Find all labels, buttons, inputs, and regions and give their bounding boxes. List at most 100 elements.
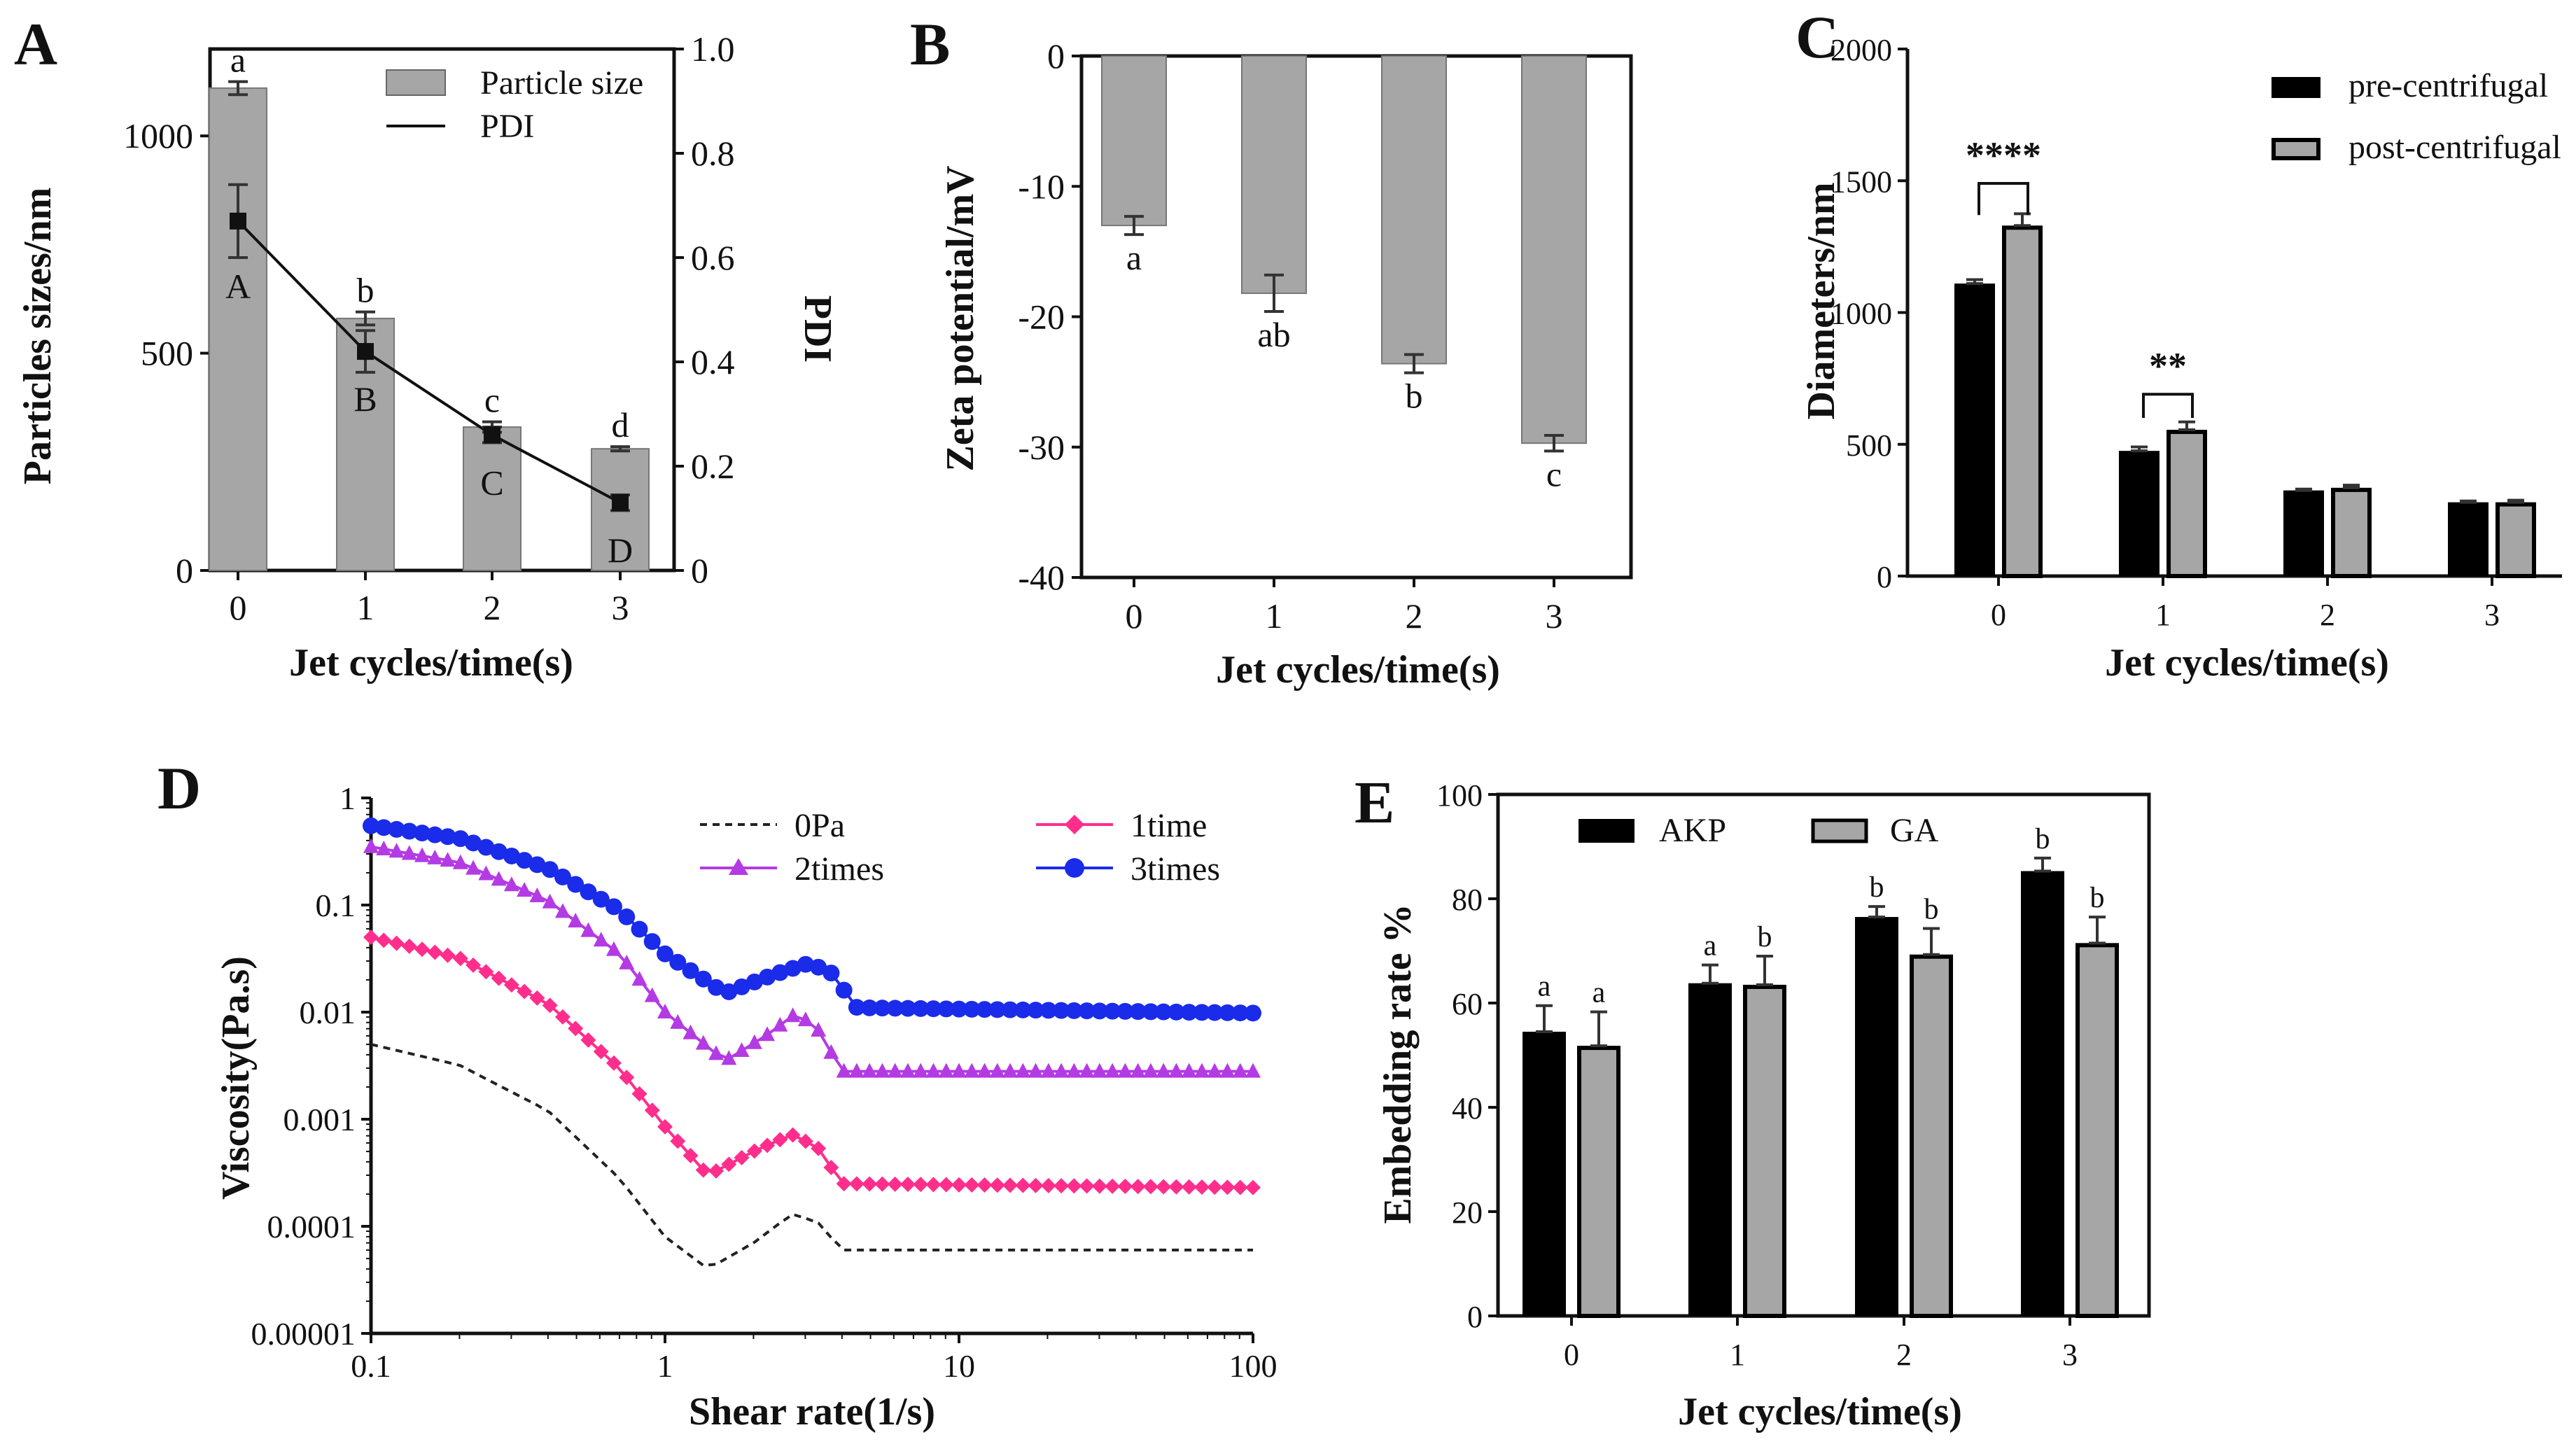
panel-d-point-triangle	[503, 876, 519, 892]
panel-d: D Viscosity(Pa.s) Shear rate(1/s) 0Pa 1t…	[158, 755, 1220, 1434]
panel-d-point-diamond	[1028, 1177, 1044, 1193]
panel-a-legend-bar-swatch	[386, 69, 446, 96]
panel-d-legend-3times: 3times	[1130, 850, 1220, 888]
panel-d-point-triangle	[682, 1024, 699, 1039]
panel-d-point-diamond	[785, 1127, 801, 1143]
panel-c-letter: C	[1795, 3, 1839, 71]
panel-d-xtick-label: 0.1	[351, 1348, 391, 1384]
panel-d-point-circle	[1014, 1001, 1032, 1018]
panel-d-point-diamond	[554, 1009, 570, 1025]
panel-e-legend-ga: GA	[1890, 812, 1939, 849]
panel-d-point-triangle	[938, 1063, 954, 1078]
panel-e-ylabel: Embedding rate %	[1376, 904, 1420, 1224]
panel-d-point-triangle	[708, 1045, 724, 1060]
panel-d-point-diamond	[721, 1156, 737, 1172]
panel-d-point-diamond	[503, 977, 519, 993]
panel-d-point-triangle	[401, 845, 417, 860]
panel-d-point-circle	[1027, 1002, 1044, 1019]
panel-a-pdi-point	[357, 343, 374, 360]
panel-d-point-diamond	[925, 1177, 941, 1193]
panel-e-xtick-label: 0	[1564, 1338, 1579, 1372]
panel-b-xtick-label: 0	[1126, 596, 1143, 636]
panel-d-point-circle	[976, 1001, 993, 1018]
panel-d-point-diamond	[708, 1163, 724, 1179]
panel-e-akp-letter: b	[1870, 871, 1884, 904]
panel-d-point-diamond	[529, 990, 545, 1006]
panel-a-bar-letter: c	[484, 381, 500, 420]
panel-d-point-diamond	[848, 1176, 864, 1192]
panel-c-post-error	[2014, 212, 2031, 227]
panel-d-point-circle	[835, 981, 853, 999]
panel-a-ytick-label: 0	[176, 551, 193, 590]
panel-d-point-triangle	[1219, 1063, 1236, 1078]
panel-d-legend-1time-marker	[1065, 815, 1084, 834]
panel-d-point-diamond	[619, 1070, 635, 1086]
panel-d-point-circle	[400, 822, 418, 840]
panel-c-post-error	[2178, 420, 2195, 432]
panel-b-xtick-label: 1	[1266, 596, 1283, 636]
panel-d-point-circle	[720, 983, 738, 1000]
panel-d-xtick-label: 100	[1229, 1348, 1278, 1384]
panel-a-xlabel: Jet cycles/time(s)	[289, 641, 573, 685]
panel-d-point-triangle	[874, 1063, 890, 1078]
panel-d-point-triangle	[1194, 1063, 1210, 1078]
panel-d-point-diamond	[695, 1162, 711, 1178]
panel-d-point-circle	[375, 819, 393, 836]
panel-d-point-triangle	[964, 1063, 980, 1078]
panel-a-bar	[463, 426, 522, 571]
panel-d-point-circle	[1168, 1003, 1185, 1021]
panel-c-post-bar	[2166, 430, 2207, 578]
panel-d-point-diamond	[1245, 1179, 1261, 1196]
panel-d-point-diamond	[1079, 1178, 1095, 1194]
panel-d-point-triangle	[491, 871, 507, 886]
panel-b-ylabel: Zeta potential/mV	[939, 165, 982, 471]
panel-d-point-triangle	[848, 1063, 864, 1078]
panel-e-akp-letter: a	[1538, 971, 1551, 1003]
panel-a-legend-particle-size: Particle size	[480, 64, 643, 101]
panel-e-xtick-label: 1	[1730, 1338, 1745, 1372]
panel-e-ytick-label: 80	[1452, 883, 1483, 917]
panel-d-point-triangle	[529, 887, 545, 902]
panel-d-point-circle	[912, 1000, 930, 1017]
panel-d-point-diamond	[836, 1176, 852, 1192]
panel-d-xlabel: Shear rate(1/s)	[689, 1390, 935, 1434]
panel-c-xtick-label: 1	[2155, 598, 2171, 632]
panel-e-ytick-label: 40	[1452, 1091, 1483, 1126]
panel-d-point-triangle	[452, 854, 468, 869]
panel-d-point-triangle	[695, 1035, 711, 1050]
panel-d-point-triangle	[440, 852, 456, 867]
panel-d-point-diamond	[388, 935, 405, 951]
panel-d-point-diamond	[899, 1177, 916, 1193]
panel-d-point-triangle	[989, 1063, 1005, 1078]
panel-d-point-circle	[465, 834, 482, 852]
panel-e-ga-error	[2089, 916, 2106, 945]
panel-d-point-triangle	[1168, 1063, 1184, 1078]
panel-a-legend-pdi: PDI	[480, 108, 534, 145]
panel-d-point-circle	[1193, 1004, 1210, 1021]
panel-d-point-triangle	[1142, 1063, 1158, 1078]
panel-d-point-diamond	[465, 957, 482, 973]
panel-d-point-circle	[580, 883, 597, 901]
panel-d-point-triangle	[1207, 1063, 1223, 1078]
panel-b-bar	[1381, 55, 1447, 365]
panel-c-pre-bar	[2119, 451, 2160, 576]
panel-a-bar-error	[228, 80, 248, 97]
panel-d-point-triangle	[836, 1063, 852, 1078]
panel-b-bar-error	[1264, 273, 1284, 314]
panel-d-ylabel: Viscosity(Pa.s)	[214, 956, 258, 1200]
panel-a-y2tick-label: 0.4	[691, 342, 735, 381]
panel-d-point-diamond	[772, 1132, 788, 1148]
panel-d-point-circle	[1091, 1002, 1108, 1020]
panel-d-point-triangle	[721, 1050, 737, 1065]
panel-e-ga-bar	[1577, 1046, 1620, 1318]
panel-d-point-diamond	[887, 1176, 903, 1192]
panel-d-point-diamond	[440, 947, 456, 963]
panel-e-ga-letter: a	[1592, 977, 1606, 1009]
panel-d-point-circle	[874, 1000, 891, 1017]
panel-d-point-triangle	[1028, 1063, 1044, 1078]
panel-d-point-diamond	[670, 1133, 686, 1149]
panel-d-point-triangle	[631, 971, 648, 986]
panel-d-point-circle	[861, 999, 878, 1016]
panel-d-point-diamond	[938, 1177, 954, 1193]
panel-d-point-diamond	[606, 1055, 622, 1071]
